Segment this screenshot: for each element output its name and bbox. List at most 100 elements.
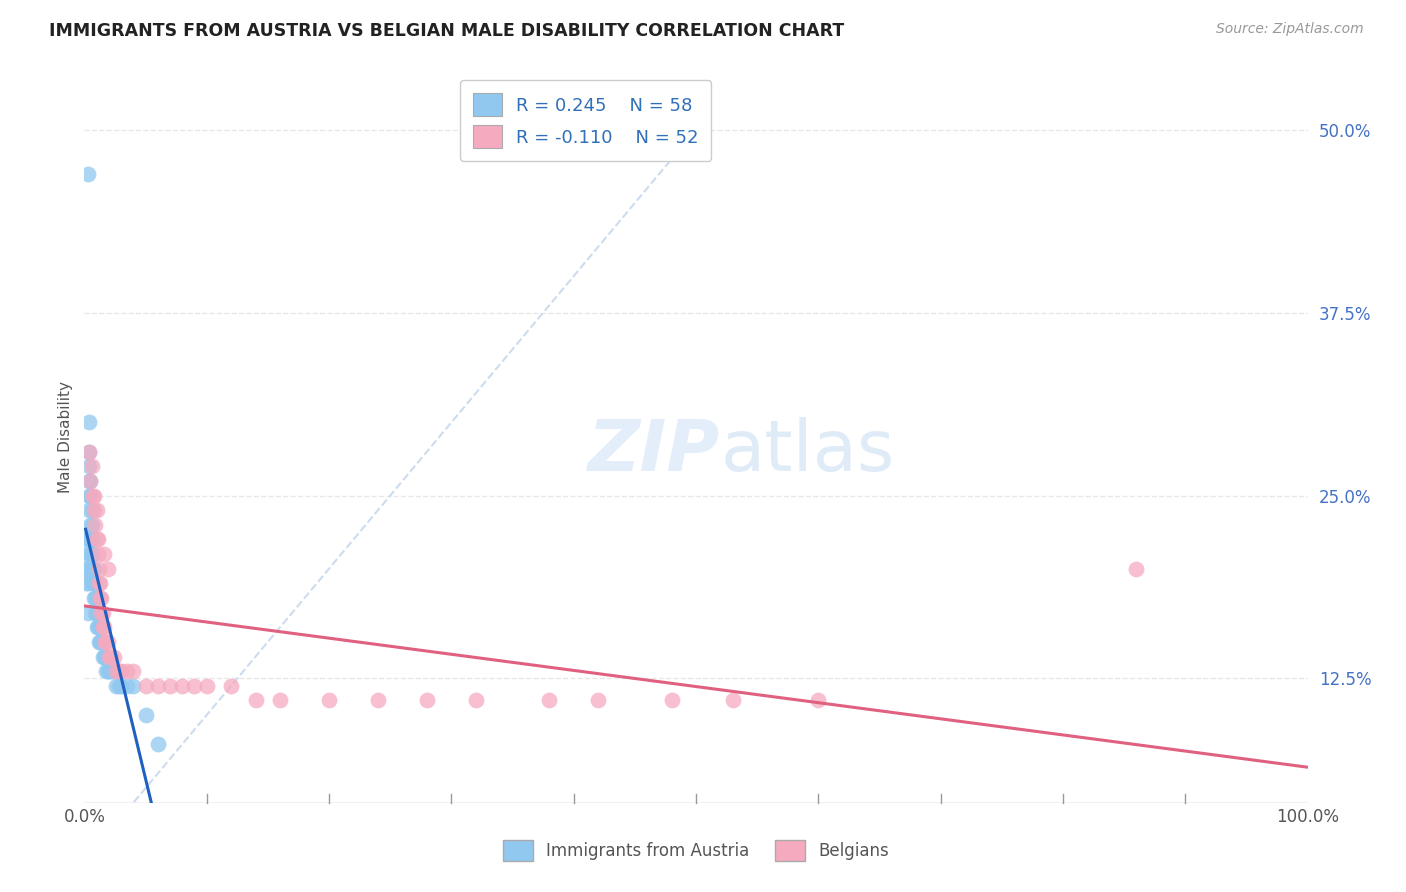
- Point: [269, 693, 291, 707]
- Point: [661, 693, 683, 707]
- Point: [77, 576, 100, 591]
- Point: [84, 606, 107, 620]
- Point: [83, 576, 105, 591]
- Point: [77, 489, 100, 503]
- Point: [84, 517, 107, 532]
- Point: [87, 562, 110, 576]
- Point: [107, 679, 129, 693]
- Point: [90, 635, 112, 649]
- Point: [416, 693, 439, 707]
- Point: [79, 474, 101, 488]
- Point: [86, 606, 108, 620]
- Point: [82, 533, 104, 547]
- Point: [367, 693, 389, 707]
- Point: [100, 664, 122, 678]
- Point: [79, 474, 101, 488]
- Point: [89, 576, 111, 591]
- Point: [135, 679, 157, 693]
- Point: [79, 517, 101, 532]
- Point: [86, 503, 108, 517]
- Point: [77, 606, 100, 620]
- Point: [87, 547, 110, 561]
- Point: [100, 649, 122, 664]
- Point: [82, 547, 104, 561]
- Point: [87, 620, 110, 634]
- Point: [97, 635, 120, 649]
- Point: [83, 562, 105, 576]
- Point: [76, 547, 98, 561]
- Y-axis label: Male Disability: Male Disability: [58, 381, 73, 493]
- Point: [97, 649, 120, 664]
- Point: [77, 167, 100, 181]
- Point: [146, 679, 169, 693]
- Point: [107, 664, 129, 678]
- Point: [586, 693, 609, 707]
- Point: [77, 444, 100, 458]
- Point: [77, 444, 100, 458]
- Point: [86, 591, 108, 605]
- Point: [83, 591, 105, 605]
- Point: [93, 620, 115, 634]
- Point: [96, 664, 118, 678]
- Point: [159, 679, 181, 693]
- Point: [93, 649, 115, 664]
- Point: [146, 737, 169, 751]
- Point: [89, 591, 111, 605]
- Text: IMMIGRANTS FROM AUSTRIA VS BELGIAN MALE DISABILITY CORRELATION CHART: IMMIGRANTS FROM AUSTRIA VS BELGIAN MALE …: [49, 22, 845, 40]
- Point: [80, 517, 103, 532]
- Point: [77, 416, 100, 430]
- Point: [83, 489, 105, 503]
- Point: [115, 679, 138, 693]
- Point: [90, 606, 112, 620]
- Point: [1125, 562, 1147, 576]
- Point: [183, 679, 205, 693]
- Point: [86, 533, 108, 547]
- Point: [75, 576, 97, 591]
- Point: [79, 547, 101, 561]
- Point: [76, 533, 98, 547]
- Point: [89, 635, 111, 649]
- Point: [75, 562, 97, 576]
- Point: [245, 693, 267, 707]
- Point: [77, 533, 100, 547]
- Point: [110, 664, 132, 678]
- Point: [105, 679, 128, 693]
- Point: [318, 693, 340, 707]
- Point: [77, 503, 100, 517]
- Point: [97, 664, 120, 678]
- Point: [103, 649, 125, 664]
- Point: [807, 693, 830, 707]
- Point: [79, 489, 101, 503]
- Point: [82, 562, 104, 576]
- Point: [105, 664, 128, 678]
- Point: [538, 693, 561, 707]
- Point: [80, 547, 103, 561]
- Point: [91, 606, 114, 620]
- Point: [122, 679, 145, 693]
- Text: ZIP: ZIP: [588, 417, 720, 486]
- Point: [94, 649, 117, 664]
- Point: [87, 620, 110, 634]
- Point: [115, 664, 138, 678]
- Point: [464, 693, 486, 707]
- Point: [195, 679, 218, 693]
- Point: [80, 503, 103, 517]
- Point: [79, 533, 101, 547]
- Point: [172, 679, 194, 693]
- Point: [97, 562, 120, 576]
- Point: [86, 620, 108, 634]
- Point: [77, 459, 100, 474]
- Text: Source: ZipAtlas.com: Source: ZipAtlas.com: [1216, 22, 1364, 37]
- Point: [76, 562, 98, 576]
- Point: [87, 606, 110, 620]
- Point: [83, 503, 105, 517]
- Point: [87, 576, 110, 591]
- Point: [91, 620, 114, 634]
- Point: [96, 635, 118, 649]
- Point: [94, 635, 117, 649]
- Point: [84, 591, 107, 605]
- Text: atlas: atlas: [720, 417, 894, 486]
- Point: [103, 664, 125, 678]
- Point: [80, 562, 103, 576]
- Point: [97, 664, 120, 678]
